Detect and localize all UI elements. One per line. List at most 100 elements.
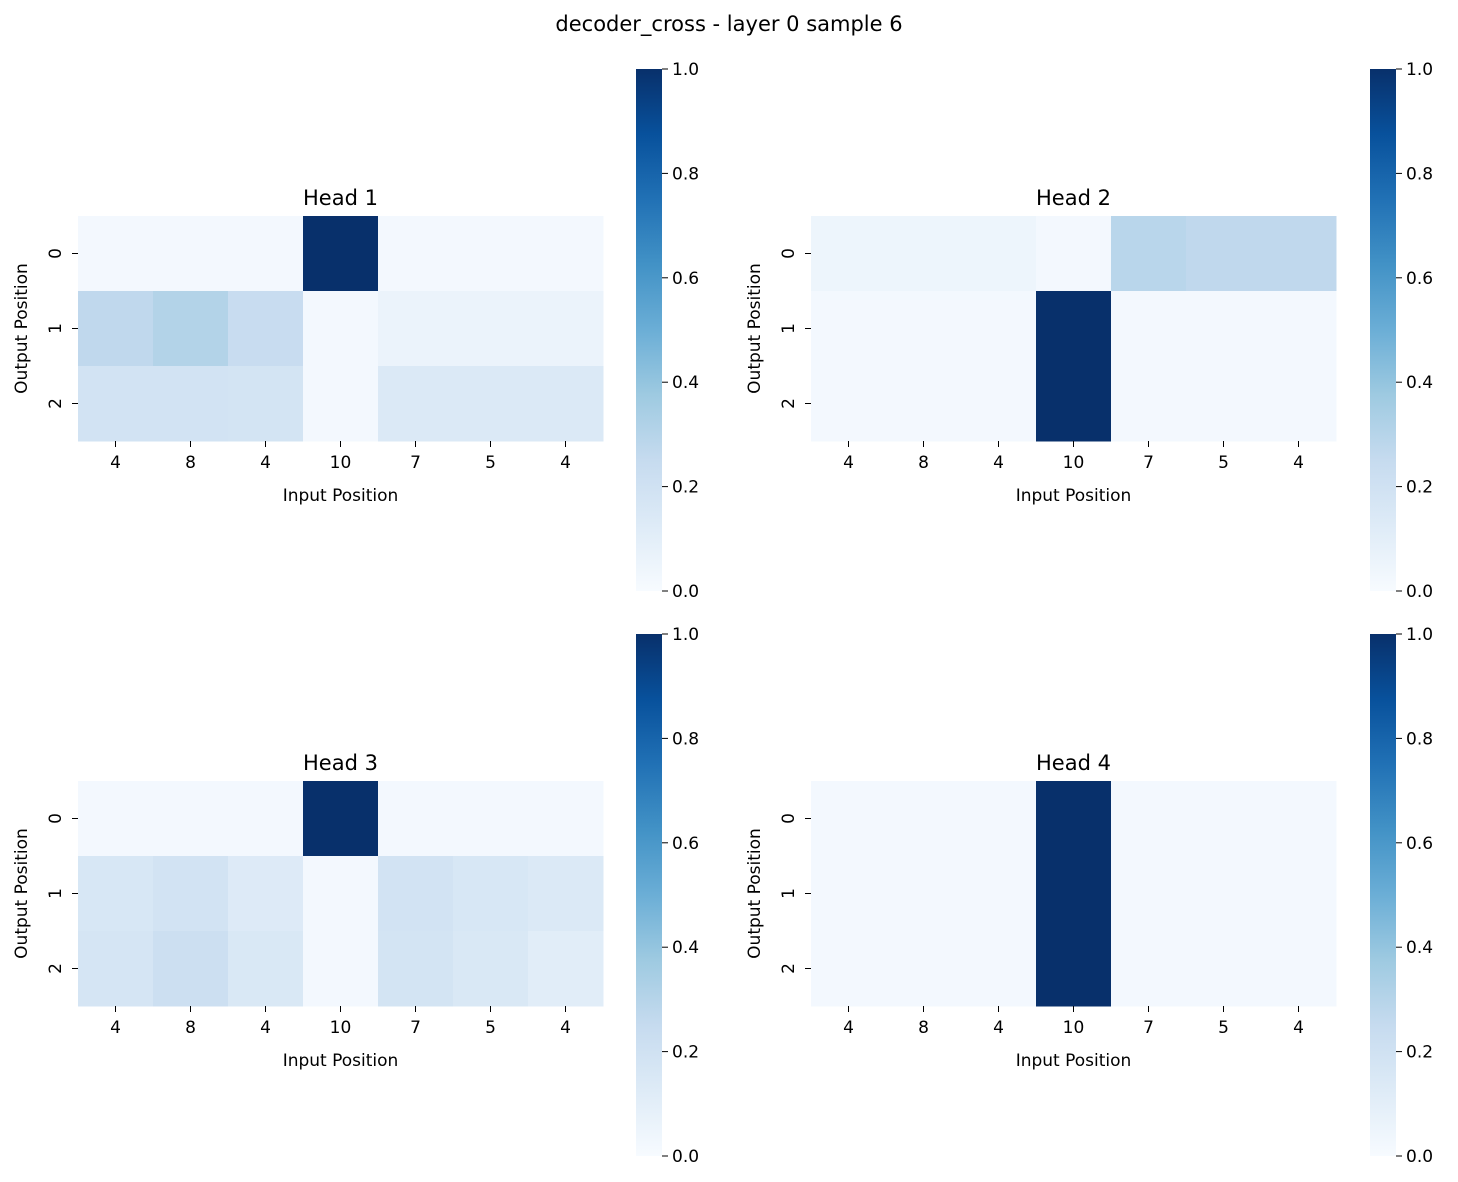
colorbar-tick-label: 0.4 bbox=[672, 938, 699, 958]
colorbar-tick-label: 0.8 bbox=[1406, 729, 1433, 749]
y-tick-label: 1 bbox=[46, 323, 66, 334]
heatmap-cell bbox=[811, 291, 887, 367]
y-tick-label: 1 bbox=[779, 888, 799, 899]
heatmap-cell bbox=[886, 366, 962, 442]
colorbar-tick-label: 1.0 bbox=[672, 625, 699, 645]
colorbar-tick-label: 0.2 bbox=[1406, 1043, 1433, 1063]
y-tick-label: 2 bbox=[46, 398, 66, 409]
heatmap-cell bbox=[528, 781, 604, 857]
heatmap-cell bbox=[528, 366, 604, 442]
heatmap-cell bbox=[1111, 216, 1187, 292]
heatmap-cell bbox=[1036, 781, 1112, 857]
heatmap-cell bbox=[378, 856, 454, 932]
heatmap-cell bbox=[1261, 291, 1337, 367]
heatmap-cell bbox=[378, 931, 454, 1007]
heatmap-cell bbox=[1036, 931, 1112, 1007]
heatmap-cell bbox=[961, 931, 1037, 1007]
heatmap-cell bbox=[303, 291, 379, 367]
x-tick-label: 4 bbox=[993, 1018, 1004, 1038]
heatmap-panel-1: Head 1 4 8 4 10 7 5 4 Input Position 0 1 2 Output Po… bbox=[12, 60, 699, 602]
colorbar-tick-label: 1.0 bbox=[672, 60, 699, 80]
heatmap-cell bbox=[153, 931, 229, 1007]
heatmap-cell bbox=[886, 216, 962, 292]
heatmap-cell bbox=[1036, 366, 1112, 442]
x-tick-label: 5 bbox=[485, 1018, 496, 1038]
heatmap-cell bbox=[78, 781, 154, 857]
heatmap-cell bbox=[78, 216, 154, 292]
colorbar-tick-label: 1.0 bbox=[1406, 625, 1433, 645]
heatmap-cell bbox=[1186, 216, 1262, 292]
colorbar-tick-label: 0.6 bbox=[1406, 834, 1433, 854]
colorbar-tick-label: 0.0 bbox=[672, 582, 699, 602]
colorbar bbox=[636, 69, 662, 591]
heatmap-cell bbox=[228, 216, 304, 292]
heatmap-cell bbox=[228, 366, 304, 442]
y-axis-label: Output Position bbox=[12, 263, 32, 394]
heatmap-cell bbox=[961, 291, 1037, 367]
y-axis-label: Output Position bbox=[745, 828, 765, 959]
x-tick-label: 10 bbox=[330, 453, 352, 473]
heatmap-cell bbox=[1186, 781, 1262, 857]
x-tick-label: 4 bbox=[993, 453, 1004, 473]
y-tick-label: 2 bbox=[779, 398, 799, 409]
heatmap-cell bbox=[378, 216, 454, 292]
y-tick-label: 0 bbox=[779, 248, 799, 259]
heatmap-cell bbox=[528, 216, 604, 292]
heatmap-cell bbox=[886, 931, 962, 1007]
heatmap-cell bbox=[453, 856, 529, 932]
heatmap-cell bbox=[811, 216, 887, 292]
heatmap-cell bbox=[78, 291, 154, 367]
heatmap-cell bbox=[811, 366, 887, 442]
heatmap-cell bbox=[1186, 291, 1262, 367]
x-tick-label: 4 bbox=[560, 453, 571, 473]
heatmap-cell bbox=[453, 931, 529, 1007]
heatmap-cell bbox=[811, 781, 887, 857]
figure-title: decoder_cross - layer 0 sample 6 bbox=[555, 12, 903, 36]
heatmap-cell bbox=[228, 291, 304, 367]
heatmap-cell bbox=[886, 291, 962, 367]
colorbar-tick-label: 0.4 bbox=[672, 373, 699, 393]
y-tick-label: 2 bbox=[779, 963, 799, 974]
x-tick-label: 4 bbox=[260, 1018, 271, 1038]
heatmap-cell bbox=[528, 931, 604, 1007]
heatmap-cell bbox=[303, 856, 379, 932]
heatmap-cell bbox=[153, 366, 229, 442]
heatmap-cell bbox=[303, 931, 379, 1007]
heatmap-cell bbox=[78, 366, 154, 442]
heatmap-cell bbox=[1036, 291, 1112, 367]
heatmap-cell bbox=[1261, 931, 1337, 1007]
x-tick-label: 8 bbox=[185, 1018, 196, 1038]
colorbar-tick-label: 0.4 bbox=[1406, 373, 1433, 393]
heatmap-cell bbox=[1186, 856, 1262, 932]
heatmap-cell bbox=[453, 291, 529, 367]
colorbar-tick-label: 0.4 bbox=[1406, 938, 1433, 958]
panel-title: Head 4 bbox=[1036, 751, 1111, 775]
heatmap-cell bbox=[303, 366, 379, 442]
colorbar bbox=[636, 634, 662, 1156]
heatmap-cell bbox=[453, 366, 529, 442]
x-tick-label: 5 bbox=[485, 453, 496, 473]
heatmap-cell bbox=[153, 856, 229, 932]
x-tick-label: 4 bbox=[843, 1018, 854, 1038]
x-axis-label: Input Position bbox=[1016, 1051, 1132, 1071]
x-tick-label: 4 bbox=[110, 1018, 121, 1038]
heatmap-cell bbox=[1111, 781, 1187, 857]
x-tick-label: 4 bbox=[843, 453, 854, 473]
x-tick-label: 7 bbox=[1143, 1018, 1154, 1038]
colorbar bbox=[1370, 634, 1396, 1156]
colorbar-tick-label: 1.0 bbox=[1406, 60, 1433, 80]
heatmap-cell bbox=[1111, 291, 1187, 367]
y-axis-label: Output Position bbox=[12, 828, 32, 959]
heatmap-cell bbox=[811, 931, 887, 1007]
heatmap-cell bbox=[961, 781, 1037, 857]
y-axis-label: Output Position bbox=[745, 263, 765, 394]
heatmap-cell bbox=[1111, 366, 1187, 442]
x-tick-label: 5 bbox=[1218, 453, 1229, 473]
y-tick-label: 0 bbox=[46, 813, 66, 824]
heatmap-panel-3: Head 3 4 8 4 10 7 5 4 Input Position 0 1 2 Output Po… bbox=[12, 625, 699, 1167]
heatmap-cell bbox=[1261, 366, 1337, 442]
heatmap-cell bbox=[378, 291, 454, 367]
y-tick-label: 0 bbox=[46, 248, 66, 259]
